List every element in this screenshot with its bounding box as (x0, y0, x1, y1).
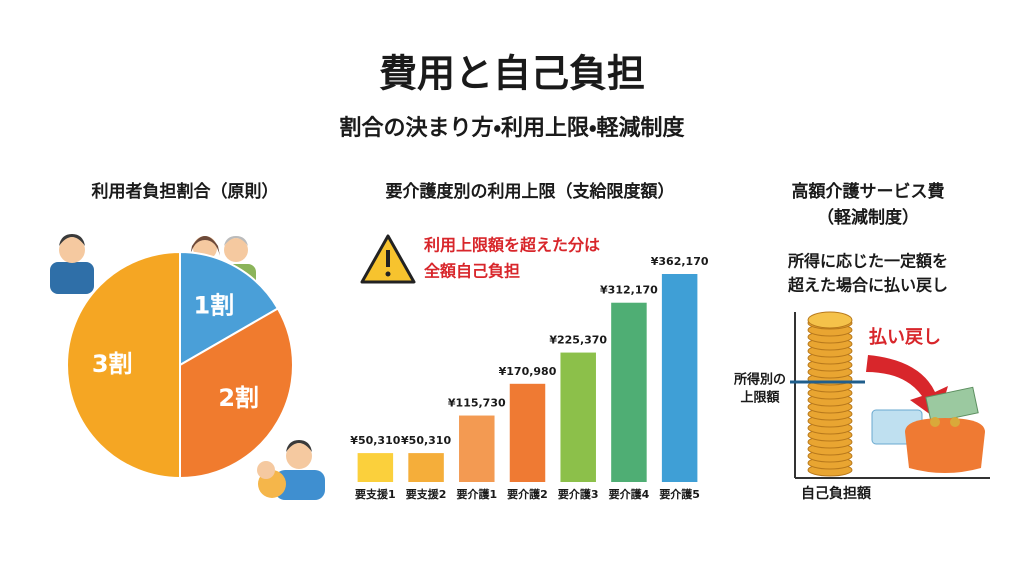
parent-child-icon (257, 440, 325, 500)
panel-subtitle: （軽減制度） (817, 207, 919, 228)
bar-title: 要介護度別の利用上限（支給限度額） (386, 181, 675, 202)
line-label: 所得別の (733, 372, 786, 388)
annotation: 全額自己負担 (424, 262, 520, 281)
warning-icon (360, 234, 416, 284)
value-label: ¥50,310 (350, 434, 400, 447)
value-label: ¥362,170 (651, 255, 709, 268)
coin-stack (807, 311, 853, 477)
person-icon (50, 234, 94, 294)
value-label: ¥50,310 (401, 434, 451, 447)
pie-slice (66, 250, 181, 480)
bar (611, 302, 647, 482)
panel-axes (794, 312, 990, 479)
x-label: 自己負担額 (801, 485, 872, 502)
pie-title: 利用者負担割合（原則） (92, 181, 279, 202)
slice-label: 2割 (218, 384, 259, 412)
slice-label: 3割 (92, 350, 133, 378)
wallet-icon (871, 386, 985, 473)
value-label: ¥312,170 (600, 284, 658, 297)
x-tick-label: 要介護4 (609, 487, 650, 501)
page-title: 費用と自己負担 (379, 52, 645, 96)
bar (357, 453, 394, 482)
bar (408, 453, 444, 482)
value-label: ¥170,980 (499, 365, 557, 378)
bar (509, 383, 546, 482)
x-tick-label: 要支援1 (355, 487, 396, 501)
bar (560, 352, 596, 482)
arrow-label: 払い戻し (869, 326, 941, 348)
coin (807, 311, 853, 329)
pie-slice (179, 307, 294, 480)
annotation: 利用上限額を超えた分は (424, 236, 600, 255)
x-tick-label: 要支援2 (406, 487, 447, 501)
slice-label: 1割 (194, 291, 235, 319)
x-tick-label: 要介護5 (659, 487, 700, 501)
value-label: ¥115,730 (448, 397, 506, 410)
bar (661, 274, 698, 482)
pie-slice (179, 250, 280, 367)
value-label: ¥225,370 (549, 334, 607, 347)
x-tick-label: 要介護1 (456, 487, 497, 501)
panel-description: 超えた場合に払い戻し (787, 276, 948, 295)
x-tick-label: 要介護2 (507, 487, 548, 501)
x-tick-label: 要介護3 (558, 487, 599, 501)
panel-description: 所得に応じた一定額を (787, 252, 948, 271)
line-label: 上限額 (740, 390, 780, 406)
bar (459, 415, 495, 482)
page-subtitle: 割合の決まり方・利用上限・軽減制度 (340, 115, 686, 141)
panel-title: 高額介護サービス費 (792, 181, 945, 202)
